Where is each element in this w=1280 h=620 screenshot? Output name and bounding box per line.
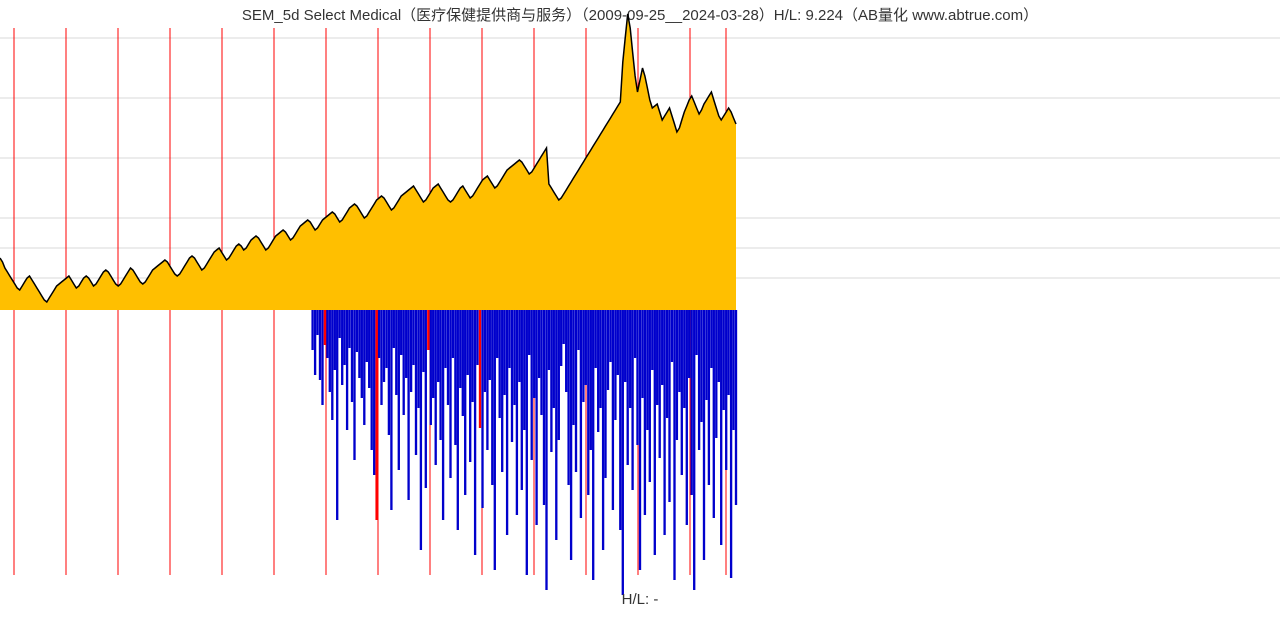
price-volume-chart <box>0 0 1280 620</box>
chart-footer: H/L: - <box>0 591 1280 608</box>
